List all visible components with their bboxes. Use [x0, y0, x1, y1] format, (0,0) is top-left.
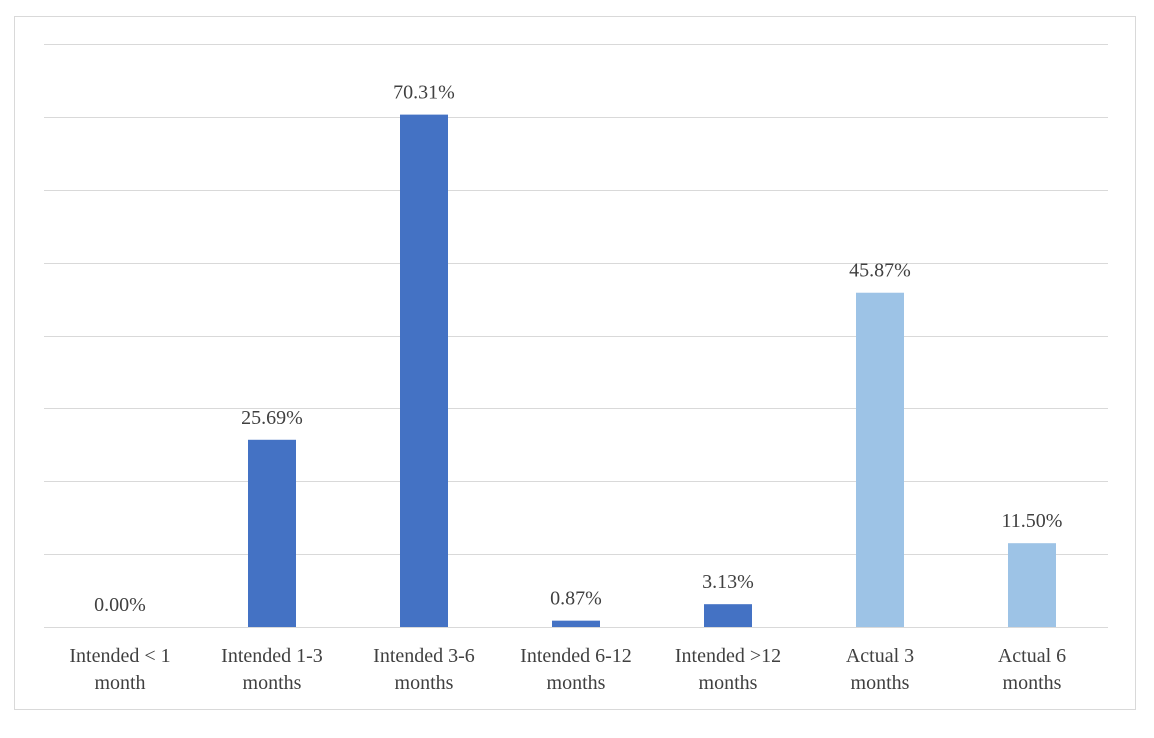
category-labels: Intended < 1 month Intended 1-3 months Inten…	[69, 645, 1066, 694]
category-label-4: Intended 6-12 months	[520, 645, 632, 694]
data-label-1: 0.00%	[94, 594, 146, 616]
category-label-7: Actual 6 months	[998, 645, 1066, 694]
data-label-3: 70.31%	[393, 82, 455, 104]
category-label-6: Actual 3 months	[846, 645, 914, 694]
category-label-1: Intended < 1 month	[69, 645, 170, 694]
data-label-6: 45.87%	[849, 260, 911, 282]
gridlines	[44, 44, 1108, 628]
bar-5	[704, 604, 752, 627]
data-label-2: 25.69%	[241, 407, 303, 429]
bar-4	[552, 620, 600, 627]
chart-frame	[14, 16, 1136, 710]
category-label-2: Intended 1-3 months	[221, 645, 323, 694]
bar-3	[400, 114, 448, 628]
bar-2	[248, 439, 296, 627]
category-label-5: Intended >12 months	[675, 645, 781, 694]
bar-7	[1008, 543, 1056, 627]
data-labels: 0.00% 25.69% 70.31% 0.87% 3.13% 45.87% 11.50%	[94, 82, 1062, 616]
data-label-4: 0.87%	[550, 588, 602, 610]
category-label-3: Intended 3-6 months	[373, 645, 475, 694]
data-label-7: 11.50%	[1002, 510, 1063, 532]
bar-6	[856, 292, 904, 627]
bars	[248, 114, 1056, 628]
data-label-5: 3.13%	[702, 571, 754, 593]
